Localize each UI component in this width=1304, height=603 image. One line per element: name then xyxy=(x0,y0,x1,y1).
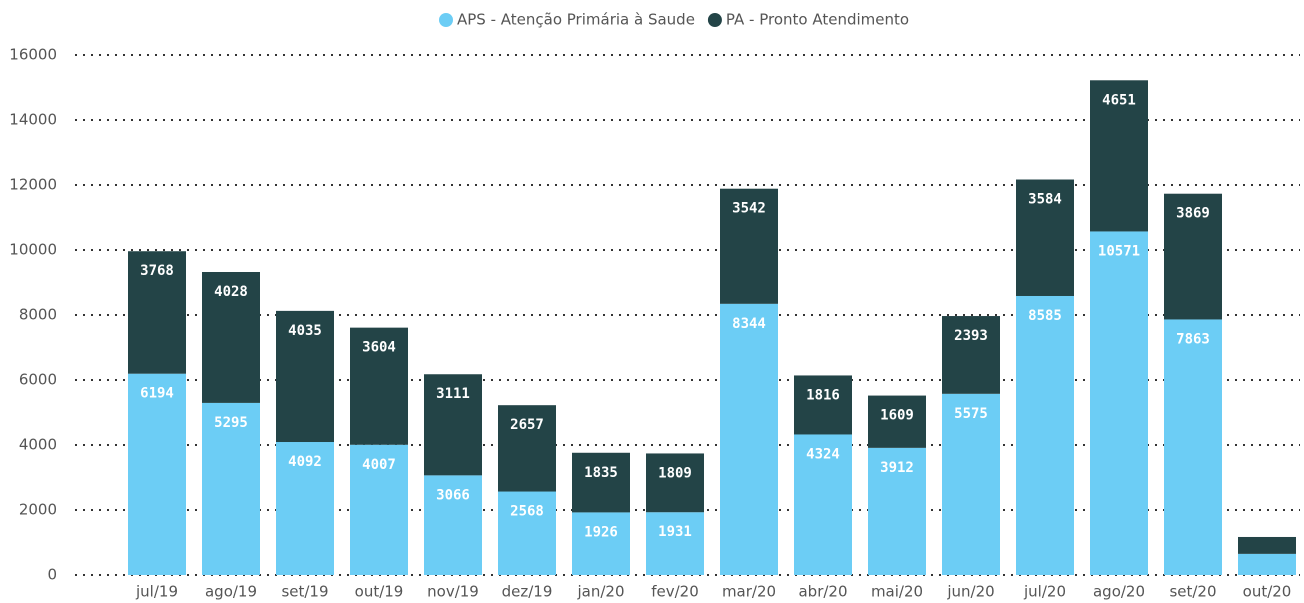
x-tick-label: set/20 xyxy=(1169,583,1216,601)
data-label: 7863 xyxy=(1176,331,1210,347)
data-label: 1926 xyxy=(584,524,618,540)
x-tick-label: set/19 xyxy=(281,583,328,601)
data-label: 8344 xyxy=(732,316,766,332)
bar-segment xyxy=(1016,179,1074,296)
x-tick-label: ago/20 xyxy=(1093,583,1145,601)
data-label: 2568 xyxy=(510,504,544,520)
x-tick-label: jul/20 xyxy=(1023,583,1066,601)
bar-segment xyxy=(350,444,408,575)
y-tick-label: 12000 xyxy=(9,176,57,194)
bar-segment xyxy=(942,393,1000,575)
data-label: 5575 xyxy=(954,406,988,422)
data-label: 4651 xyxy=(1102,92,1136,108)
data-label: 2657 xyxy=(510,417,544,433)
y-tick-label: 16000 xyxy=(9,46,57,64)
legend: APS - Atenção Primária à Saude PA - Pront… xyxy=(439,11,909,29)
bar-segment xyxy=(720,303,778,575)
x-tick-label: jun/20 xyxy=(946,583,994,601)
data-label: 1931 xyxy=(658,524,692,540)
data-label: 4035 xyxy=(288,323,322,339)
data-label: 1835 xyxy=(584,465,618,481)
bar-segment xyxy=(1164,319,1222,575)
bar-segment xyxy=(202,272,260,403)
data-label: 3542 xyxy=(732,201,766,217)
bar-segment xyxy=(202,402,260,575)
bar-segment xyxy=(942,316,1000,394)
x-tick-label: mai/20 xyxy=(871,583,923,601)
y-tick-label: 8000 xyxy=(19,306,57,324)
bar-segment xyxy=(350,327,408,445)
bar-segment xyxy=(276,310,334,443)
x-tick-label: fev/20 xyxy=(651,583,699,601)
data-label: 4028 xyxy=(214,284,248,300)
data-label: 3869 xyxy=(1176,206,1210,222)
legend-marker xyxy=(707,13,722,27)
y-tick-label: 2000 xyxy=(19,501,57,519)
legend-label: APS - Atenção Primária à Saude xyxy=(457,11,695,29)
data-label: 1809 xyxy=(658,465,692,481)
bar-segment xyxy=(1164,193,1222,320)
bar-segment xyxy=(868,447,926,575)
bar-segment xyxy=(646,512,704,575)
bar-segment xyxy=(498,405,556,492)
y-tick-label: 0 xyxy=(47,566,57,584)
legend-label: PA - Pronto Atendimento xyxy=(726,11,909,29)
data-label: 2393 xyxy=(954,328,988,344)
data-label: 3111 xyxy=(436,386,470,402)
bar-segment xyxy=(1090,80,1148,232)
x-tick-label: out/20 xyxy=(1243,583,1292,601)
data-label: 1816 xyxy=(806,387,840,403)
data-label: 3912 xyxy=(880,460,914,476)
bar-segment xyxy=(1238,553,1296,575)
data-label: 4007 xyxy=(362,457,396,473)
data-label: 3584 xyxy=(1028,192,1062,208)
bar-segment xyxy=(572,452,630,513)
data-label: 1609 xyxy=(880,408,914,424)
data-label: 8585 xyxy=(1028,308,1062,324)
bar-segment xyxy=(128,373,186,575)
bar-segment xyxy=(1238,536,1296,554)
bar-segment xyxy=(794,375,852,435)
y-tick-label: 6000 xyxy=(19,371,57,389)
bar-segment xyxy=(424,475,482,575)
bar-segment xyxy=(868,395,926,448)
bar-segment xyxy=(1090,231,1148,575)
data-label: 3604 xyxy=(362,340,396,356)
y-tick-label: 4000 xyxy=(19,436,57,454)
y-tick-label: 14000 xyxy=(9,111,57,129)
data-label: 3066 xyxy=(436,487,470,503)
x-tick-label: out/19 xyxy=(355,583,404,601)
x-tick-label: nov/19 xyxy=(427,583,479,601)
x-tick-label: jan/20 xyxy=(576,583,624,601)
bar-segment xyxy=(1016,295,1074,575)
bar-segment xyxy=(572,512,630,575)
data-label: 4092 xyxy=(288,454,322,470)
bar-segment xyxy=(646,453,704,513)
x-tick-label: ago/19 xyxy=(205,583,257,601)
y-tick-label: 10000 xyxy=(9,241,57,259)
x-tick-label: mar/20 xyxy=(722,583,776,601)
x-tick-label: dez/19 xyxy=(502,583,553,601)
data-label: 5295 xyxy=(214,415,248,431)
legend-marker xyxy=(439,13,453,27)
data-label: 6194 xyxy=(140,386,174,402)
x-tick-label: jul/19 xyxy=(135,583,178,601)
data-label: 3768 xyxy=(140,263,174,279)
x-tick-label: abr/20 xyxy=(798,583,847,601)
bar-segment xyxy=(128,251,186,374)
bar-segment xyxy=(794,434,852,575)
bar-segment xyxy=(276,442,334,575)
bar-segment xyxy=(498,491,556,575)
bar-segment xyxy=(720,188,778,304)
data-label: 10571 xyxy=(1098,243,1140,259)
bar-segment xyxy=(424,374,482,476)
data-label: 4324 xyxy=(806,446,840,462)
